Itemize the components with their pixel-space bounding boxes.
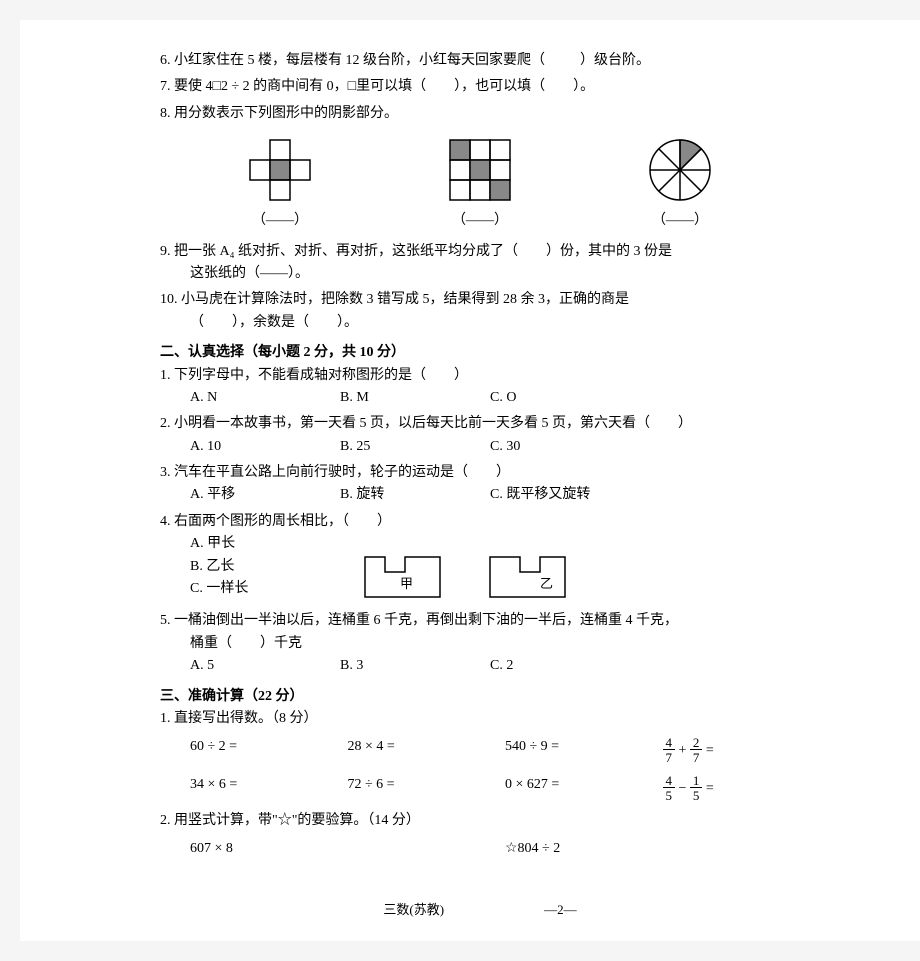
s2-q1: 1. 下列字母中，不能看成轴对称图形的是（ ） A. N B. M C. O (160, 365, 800, 410)
shape-yi-icon: 乙 (485, 552, 570, 602)
question-10: 10. 小马虎在计算除法时，把除数 3 错写成 5，结果得到 28 余 3，正确… (160, 289, 800, 334)
q9-line2: 这张纸的（——）。 (160, 263, 800, 285)
cross-shape-icon (245, 135, 315, 205)
s2-q3-text: 3. 汽车在平直公路上向前行驶时，轮子的运动是（ ） (160, 462, 800, 484)
question-7: 7. 要使 4□2 ÷ 2 的商中间有 0，□里可以填（ ），也可以填（ ）。 (160, 76, 800, 98)
s2-q5-b: B. 3 (340, 655, 490, 677)
s2-q4-text: 4. 右面两个图形的周长相比，（ ） (160, 511, 800, 533)
question-6: 6. 小红家住在 5 楼，每层楼有 12 级台阶，小红每天回家要爬（ ）级台阶。 (160, 50, 800, 72)
s2-q1-b: B. M (340, 387, 490, 409)
calc-2: 28 × 4 = (348, 736, 486, 766)
page-footer: 三数(苏教) —2— (160, 900, 800, 921)
footer-right: —2— (544, 900, 577, 921)
s2-q2-a: A. 10 (190, 436, 340, 458)
q10-line2: （ ），余数是（ ）。 (160, 312, 800, 334)
calc-1: 60 ÷ 2 = (190, 736, 328, 766)
s2-q2-b: B. 25 (340, 436, 490, 458)
shape-yi-label: 乙 (540, 576, 553, 591)
q9-line1: 9. 把一张 A₄ 纸对折、对折、再对折，这张纸平均分成了（ ）份，其中的 3 … (160, 241, 800, 263)
s2-q3-a: A. 平移 (190, 484, 340, 506)
s2-q5-text1: 5. 一桶油倒出一半油以后，连桶重 6 千克，再倒出剩下油的一半后，连桶重 4 … (160, 610, 800, 632)
q8-labels: （——） （——） （——） (160, 210, 800, 232)
vcalc-2: ☆804 ÷ 2 (505, 838, 800, 860)
calc-6: 0 × 627 = (505, 774, 643, 804)
s2-q1-c: C. O (490, 387, 640, 409)
s2-q1-text: 1. 下列字母中，不能看成轴对称图形的是（ ） (160, 365, 800, 387)
calc-frac2: 45 − 15 = (663, 774, 801, 804)
s2-q3-c: C. 既平移又旋转 (490, 484, 640, 506)
s3-sub2: 2. 用竖式计算，带"☆"的要验算。（14 分） (160, 810, 800, 832)
calc-frac1: 47 + 27 = (663, 736, 801, 766)
s2-q5: 5. 一桶油倒出一半油以后，连桶重 6 千克，再倒出剩下油的一半后，连桶重 4 … (160, 610, 800, 677)
s2-q5-c: C. 2 (490, 655, 640, 677)
s2-q3-b: B. 旋转 (340, 484, 490, 506)
footer-left: 三数(苏教) (383, 900, 444, 921)
s2-q4: 4. 右面两个图形的周长相比，（ ） A. 甲长 B. 乙长 C. 一样长 甲 … (160, 511, 800, 603)
s2-q1-a: A. N (190, 387, 340, 409)
calc-3: 540 ÷ 9 = (505, 736, 643, 766)
section3-title: 三、准确计算（22 分） (160, 686, 800, 708)
q6-prefix: 6. 小红家住在 5 楼，每层楼有 12 级台阶，小红每天回家要爬（ (160, 53, 545, 68)
calc-4: 34 × 6 = (190, 774, 328, 804)
exam-page: 6. 小红家住在 5 楼，每层楼有 12 级台阶，小红每天回家要爬（ ）级台阶。… (20, 20, 920, 941)
grid-shape-icon (445, 135, 515, 205)
section2-title: 二、认真选择（每小题 2 分，共 10 分） (160, 342, 800, 364)
question-9: 9. 把一张 A₄ 纸对折、对折、再对折，这张纸平均分成了（ ）份，其中的 3 … (160, 241, 800, 286)
s2-q2-text: 2. 小明看一本故事书，第一天看 5 页，以后每天比前一天多看 5 页，第六天看… (160, 413, 800, 435)
shape-jia-label: 甲 (400, 576, 413, 591)
shape-jia-icon: 甲 (360, 552, 445, 602)
s2-q2: 2. 小明看一本故事书，第一天看 5 页，以后每天比前一天多看 5 页，第六天看… (160, 413, 800, 458)
q10-line1: 10. 小马虎在计算除法时，把除数 3 错写成 5，结果得到 28 余 3，正确… (160, 289, 800, 311)
q8-label-a: （——） (230, 210, 330, 232)
vcalc-1: 607 × 8 (190, 838, 485, 860)
calc-5: 72 ÷ 6 = (348, 774, 486, 804)
s2-q2-c: C. 30 (490, 436, 640, 458)
s2-q3: 3. 汽车在平直公路上向前行驶时，轮子的运动是（ ） A. 平移 B. 旋转 C… (160, 462, 800, 507)
q7-text: 7. 要使 4□2 ÷ 2 的商中间有 0，□里可以填（ ），也可以填（ ）。 (160, 79, 594, 94)
q8-text: 8. 用分数表示下列图形中的阴影部分。 (160, 106, 398, 121)
q6-suffix: ）级台阶。 (580, 53, 650, 68)
s2-q5-text2: 桶重（ ）千克 (160, 633, 800, 655)
s3-sub1: 1. 直接写出得数。（8 分） (160, 708, 800, 730)
q8-label-c: （——） (630, 210, 730, 232)
s2-q5-a: A. 5 (190, 655, 340, 677)
question-8: 8. 用分数表示下列图形中的阴影部分。 (160, 103, 800, 125)
pie-shape-icon (645, 135, 715, 205)
calc-grid: 60 ÷ 2 = 28 × 4 = 540 ÷ 9 = 47 + 27 = 34… (160, 736, 800, 803)
q8-figures (160, 135, 800, 205)
vertical-calc-row: 607 × 8 ☆804 ÷ 2 (160, 838, 800, 860)
q8-label-b: （——） (430, 210, 530, 232)
q6-blank (549, 53, 577, 68)
